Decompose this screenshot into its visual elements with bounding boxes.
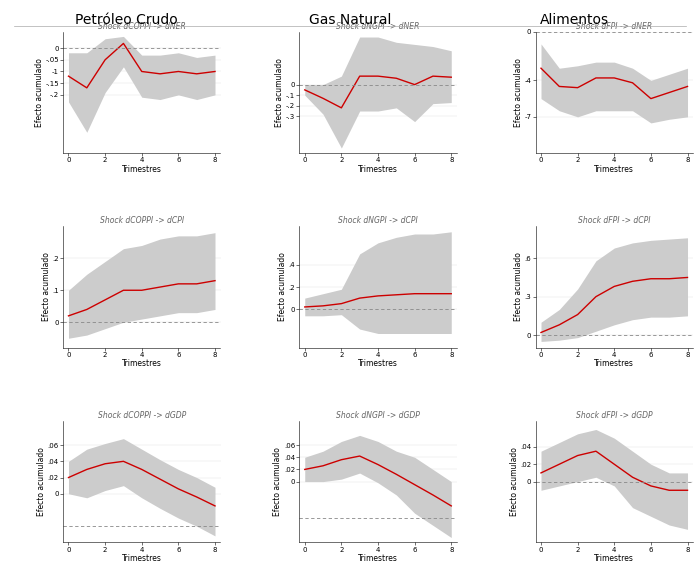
- X-axis label: Trimestres: Trimestres: [358, 554, 398, 563]
- Title: Shock dCOPPI -> dCPI: Shock dCOPPI -> dCPI: [99, 216, 184, 226]
- X-axis label: Trimestres: Trimestres: [594, 554, 634, 563]
- Y-axis label: Efecto acumulado: Efecto acumulado: [35, 58, 44, 127]
- Title: Shock dFPI -> dCPI: Shock dFPI -> dCPI: [578, 216, 650, 226]
- Text: Alimentos: Alimentos: [540, 13, 608, 27]
- Title: Shock dCOPPI -> dNER: Shock dCOPPI -> dNER: [98, 22, 186, 31]
- X-axis label: Trimestres: Trimestres: [122, 554, 162, 563]
- X-axis label: Trimestres: Trimestres: [122, 165, 162, 174]
- Y-axis label: Efecto acumulado: Efecto acumulado: [514, 253, 523, 321]
- Y-axis label: Efecto acumulado: Efecto acumulado: [37, 447, 46, 516]
- Title: Shock dFPI -> dGDP: Shock dFPI -> dGDP: [576, 411, 652, 420]
- Y-axis label: Efecto acumulado: Efecto acumulado: [510, 447, 519, 516]
- Title: Shock dNGPI -> dGDP: Shock dNGPI -> dGDP: [336, 411, 420, 420]
- Y-axis label: Efecto acumulado: Efecto acumulado: [275, 58, 284, 127]
- X-axis label: Trimestres: Trimestres: [358, 165, 398, 174]
- Text: Petróleo Crudo: Petróleo Crudo: [75, 13, 177, 27]
- Text: Gas Natural: Gas Natural: [309, 13, 391, 27]
- Y-axis label: Efecto acumulado: Efecto acumulado: [514, 58, 523, 127]
- X-axis label: Trimestres: Trimestres: [358, 359, 398, 368]
- Title: Shock dNGPI -> dCPI: Shock dNGPI -> dCPI: [338, 216, 418, 226]
- Y-axis label: Efecto acumulado: Efecto acumulado: [42, 253, 50, 321]
- X-axis label: Trimestres: Trimestres: [594, 359, 634, 368]
- Title: Shock dNGPI -> dNER: Shock dNGPI -> dNER: [336, 22, 420, 31]
- Y-axis label: Efecto acumulado: Efecto acumulado: [278, 253, 287, 321]
- X-axis label: Trimestres: Trimestres: [594, 165, 634, 174]
- Title: Shock dFPI -> dNER: Shock dFPI -> dNER: [576, 22, 652, 31]
- X-axis label: Trimestres: Trimestres: [122, 359, 162, 368]
- Y-axis label: Efecto acumulado: Efecto acumulado: [274, 447, 282, 516]
- Title: Shock dCOPPI -> dGDP: Shock dCOPPI -> dGDP: [97, 411, 186, 420]
